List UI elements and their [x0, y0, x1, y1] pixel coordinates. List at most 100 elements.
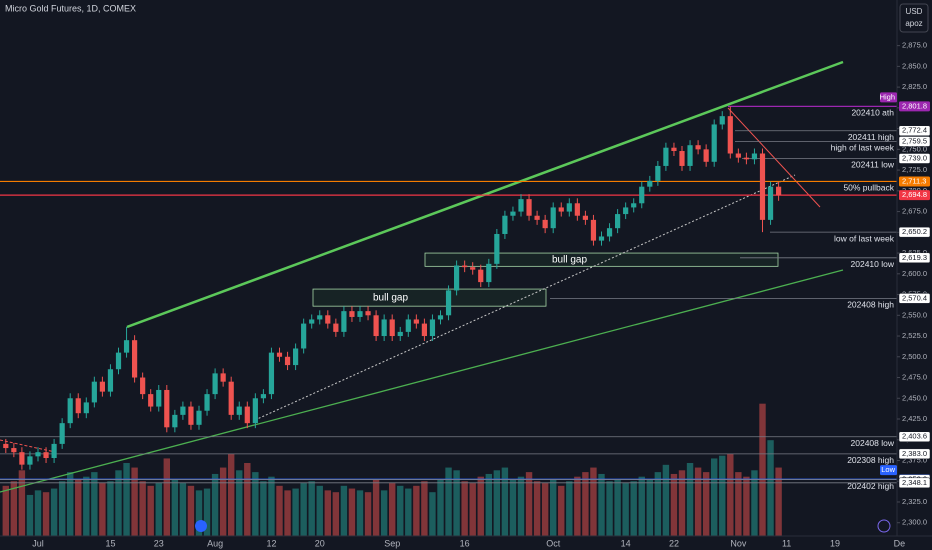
volume-bar	[83, 476, 90, 536]
volume-bar	[91, 472, 98, 536]
candle-body	[107, 369, 114, 392]
volume-bar	[525, 472, 533, 536]
candle-body	[132, 340, 138, 378]
price-badge-label: 2,694.8	[902, 190, 927, 199]
volume-bar	[348, 488, 356, 536]
price-badge	[898, 125, 931, 137]
price-badge	[898, 448, 931, 460]
volume-bar	[18, 470, 26, 536]
volume-bar	[2, 485, 9, 536]
candle-body	[542, 219, 548, 229]
volume-bar	[509, 479, 517, 536]
volume-bar	[244, 463, 251, 536]
candle-body	[631, 203, 637, 208]
volume-bar	[50, 488, 58, 536]
icon[interactable]	[195, 520, 207, 532]
volume-bar	[195, 490, 203, 536]
volume-bar	[324, 490, 331, 536]
volume-bar	[622, 483, 629, 536]
candle-body	[759, 153, 766, 220]
price-badge	[898, 226, 931, 238]
volume-bar	[228, 453, 235, 536]
volume-bar	[574, 476, 581, 536]
price-badge	[899, 101, 930, 112]
candle-body	[220, 373, 226, 382]
volume-bar	[678, 470, 686, 536]
y-tick-label: 2,300.0	[902, 518, 927, 527]
volume-bar	[147, 485, 154, 536]
price-badge	[898, 136, 931, 147]
volume-bar	[389, 483, 396, 536]
candle-body	[59, 423, 65, 444]
candle-body	[325, 315, 331, 324]
level-note: 202408 low	[851, 438, 895, 448]
volume-bar	[445, 467, 452, 536]
level-note: 50% pullback	[843, 183, 894, 193]
volume-bar	[139, 481, 146, 536]
candle-body	[679, 151, 685, 166]
candle-body	[663, 147, 669, 166]
candle-body	[703, 149, 709, 162]
y-tick-label: 2,450.0	[902, 393, 927, 402]
volume-bar	[219, 467, 227, 536]
icon[interactable]	[877, 519, 891, 533]
candle-body	[606, 228, 613, 237]
trendlines	[0, 60, 844, 493]
volume-bar	[308, 481, 315, 536]
candle-body	[99, 381, 105, 392]
volume-bar	[686, 463, 694, 536]
currency-box[interactable]	[899, 3, 929, 33]
candle-body	[526, 199, 532, 216]
volume-bar	[268, 476, 275, 536]
candle-body	[293, 348, 299, 366]
tag-badge	[880, 92, 897, 103]
candle-body	[598, 236, 605, 241]
y-tick-label: 2,850.0	[902, 61, 927, 70]
candle-body	[454, 265, 460, 291]
volume-bar	[517, 476, 525, 536]
price-badge-label: 2,759.5	[902, 136, 927, 145]
price-badge-label: 2,619.3	[902, 253, 927, 262]
x-tick-label: 23	[154, 538, 164, 548]
candle-body	[727, 116, 733, 154]
x-tick-label: 22	[669, 538, 679, 548]
x-tick-label: 12	[266, 538, 276, 548]
candle-body	[437, 315, 444, 320]
volume-bar	[702, 472, 710, 536]
price-badge	[898, 252, 931, 264]
y-tick-label: 2,825.0	[902, 82, 927, 91]
volume-bar	[75, 479, 82, 536]
price-axis	[897, 0, 932, 536]
volume-bar	[461, 481, 468, 536]
candle-body	[582, 215, 588, 220]
candle-body	[695, 145, 701, 150]
volume-bar	[735, 472, 742, 536]
candle-body	[615, 214, 621, 229]
candle-body	[623, 207, 629, 215]
x-tick-label: 16	[460, 538, 470, 548]
scale-button[interactable]: apoz	[905, 19, 922, 28]
volume-bar	[372, 479, 380, 536]
y-tick-label: 2,325.0	[902, 497, 927, 506]
price-badge-label: 2,772.4	[902, 126, 927, 135]
gap-zone	[312, 288, 547, 307]
tag-label: High	[880, 92, 895, 101]
volume-bar	[437, 479, 444, 536]
candle-body	[301, 323, 307, 349]
candle-body	[574, 203, 580, 216]
candle-body	[196, 410, 202, 425]
candle-body	[381, 319, 387, 337]
candle-body	[67, 398, 73, 424]
volume-bar	[292, 488, 299, 536]
candle-body	[276, 352, 283, 357]
volume-bar	[751, 470, 758, 536]
candle-body	[486, 263, 492, 283]
volume-bar	[211, 473, 219, 536]
candle-body	[397, 331, 403, 337]
x-tick-label: Oct	[546, 538, 561, 548]
volume-bar	[276, 485, 283, 536]
volume-bar	[630, 481, 637, 536]
volume-bar	[99, 483, 106, 536]
